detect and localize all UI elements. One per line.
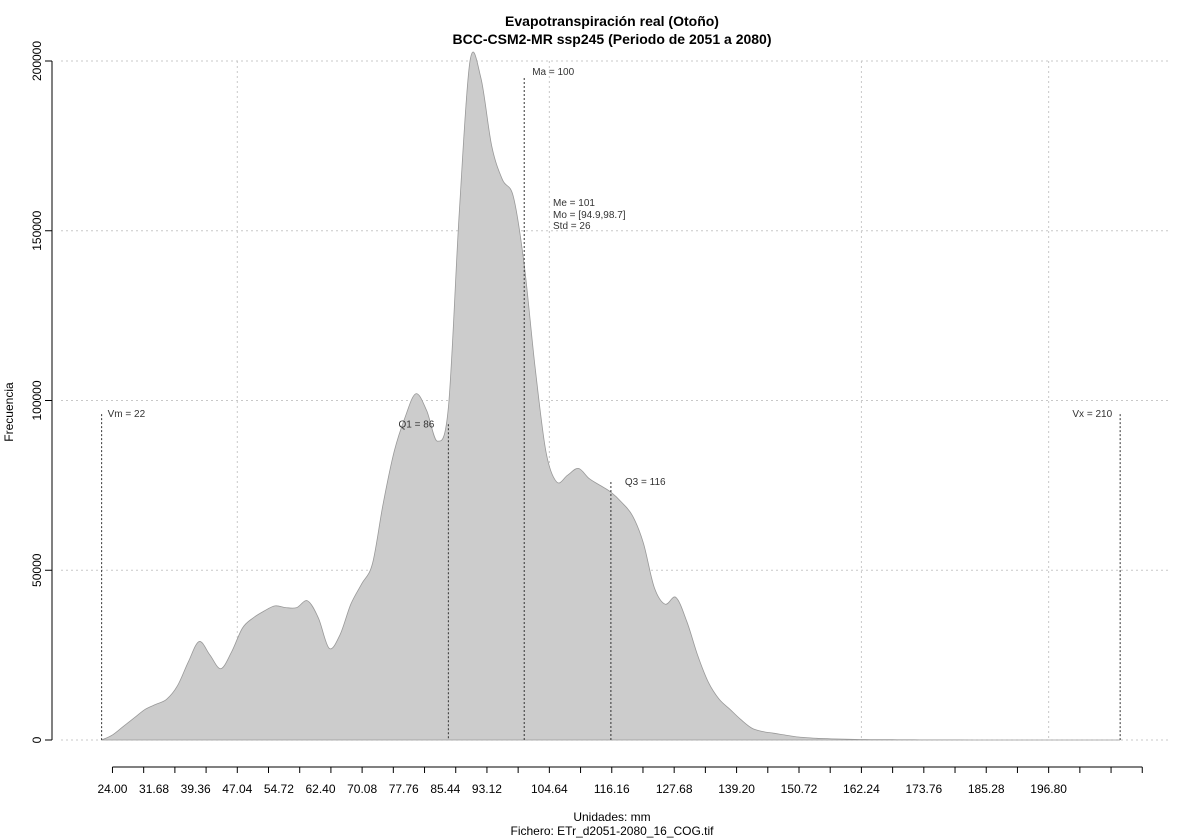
x-tick-label: 185.28: [968, 782, 1005, 796]
y-tick-label: 150000: [30, 210, 44, 250]
file-caption: Fichero: ETr_d2051-2080_16_COG.tif: [511, 824, 715, 838]
x-tick-label: 39.36: [181, 782, 211, 796]
x-tick-label: 24.00: [97, 782, 127, 796]
stat-median: Me = 101: [553, 198, 595, 209]
chart-subtitle: BCC-CSM2-MR ssp245 (Periodo de 2051 a 20…: [453, 31, 772, 47]
density-area: [101, 51, 1121, 741]
marker-label: Q1 = 86: [399, 419, 435, 430]
stat-markers: Vm = 22 Q1 = 86 Ma = 100 Q3 = 116 Vx = 210: [101, 67, 1121, 740]
y-axis: 0 50000 100000 150000 200000: [30, 41, 53, 743]
x-tick-label: 116.16: [594, 782, 630, 796]
x-tick-label: 162.24: [843, 782, 880, 796]
x-tick-label: 77.76: [389, 782, 419, 796]
stat-mode: Mo = [94.9,98.7]: [553, 210, 626, 221]
x-tick-label: 70.08: [347, 782, 377, 796]
x-tick-label: 127.68: [656, 782, 693, 796]
x-tick-label: 31.68: [139, 782, 169, 796]
x-tick-label: 47.04: [222, 782, 252, 796]
stat-std: Std = 26: [553, 221, 591, 232]
stats-block: Me = 101 Mo = [94.9,98.7] Std = 26: [553, 198, 626, 232]
x-tick-label: 54.72: [264, 782, 294, 796]
x-tick-label: 104.64: [531, 782, 568, 796]
y-tick-label: 50000: [30, 553, 44, 587]
x-tick-label: 150.72: [781, 782, 818, 796]
y-tick-label: 0: [30, 736, 44, 743]
x-tick-label: 62.40: [305, 782, 335, 796]
marker-label: Vx = 210: [1072, 409, 1112, 420]
x-tick-label: 173.76: [905, 782, 942, 796]
x-axis: 24.00 31.68 39.36 47.04 54.72 62.40 70.08 77.76…: [97, 766, 1143, 796]
y-tick-label: 200000: [30, 41, 44, 81]
x-tick-label: 93.12: [472, 782, 502, 796]
y-tick-label: 100000: [30, 380, 44, 420]
marker-label: Q3 = 116: [625, 477, 666, 488]
x-axis-label: Unidades: mm: [573, 810, 650, 824]
x-tick-label: 196.80: [1030, 782, 1067, 796]
y-axis-label: Frecuencia: [2, 382, 16, 442]
chart-title: Evapotranspiración real (Otoño): [505, 13, 719, 29]
x-tick-label: 139.20: [718, 782, 755, 796]
x-tick-label: 85.44: [430, 782, 460, 796]
marker-label: Vm = 22: [108, 409, 146, 420]
marker-label: Ma = 100: [532, 67, 574, 78]
